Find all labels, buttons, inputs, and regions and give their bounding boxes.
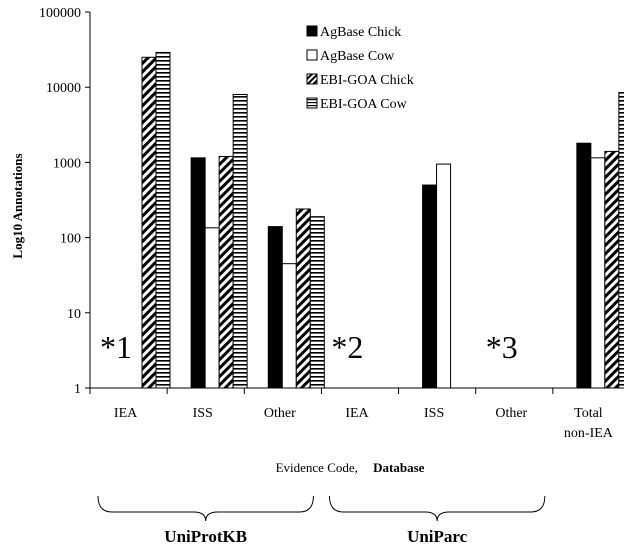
y-tick-label: 100 [60,232,81,247]
bar-solid [190,157,206,389]
x-tick-label: ISS [193,406,213,421]
legend-label: EBI-GOA Chick [320,73,414,88]
y-tick-label: 10 [67,307,81,322]
y-tick-label: 100000 [39,6,81,21]
legend-swatch [306,49,318,61]
y-tick-label: 1 [74,382,81,397]
x-tick-label: IEA [114,406,138,421]
bar-horizontal [618,92,624,389]
legend-label: EBI-GOA Cow [320,97,408,112]
x-axis-title-bold: Database [373,460,425,475]
database-groups: UniProtKB UniParc [97,495,546,546]
bar-horizontal [155,51,171,389]
annotation-label: *2 [331,329,363,365]
bars [141,51,624,389]
x-axis-title: Evidence Code, Database [276,460,425,475]
legend-swatch [306,25,318,37]
x-tick-label-line2: non-IEA [564,426,614,441]
x-tick-label: Other [495,406,527,421]
bar-solid [267,226,283,389]
bar-open [590,157,606,389]
bar-horizontal [232,93,248,389]
legend-label: AgBase Chick [320,25,401,40]
bar-diagonal [141,56,157,389]
legend-label: AgBase Cow [320,49,395,64]
bar-diagonal [218,155,234,389]
legend-swatch [306,73,318,85]
y-axis-title: Log10 Annotations [10,153,25,258]
bar-diagonal [295,208,311,389]
group-brace [97,495,314,522]
y-tick-label: 1000 [53,156,81,171]
x-tick-label: Total [574,406,603,421]
x-axis: IEA ISS Other IEA ISS Other Total non-IEA [89,387,624,441]
bar-solid [422,184,438,389]
group-label: UniProtKB [164,527,247,546]
bar-open [281,263,297,389]
bar-open [204,227,220,389]
y-tick-label: 10000 [46,81,81,96]
annotation-label: *3 [486,329,518,365]
x-tick-label: ISS [424,406,444,421]
group-brace [328,495,546,522]
y-axis: 1 10 100 1000 10000 100000 [39,6,91,397]
bar-horizontal [309,216,325,389]
annotations: *1 *2 *3 [100,329,518,365]
x-tick-label: Other [264,406,296,421]
legend-swatch [306,97,318,109]
bar-open [436,163,452,389]
x-axis-title-prefix: Evidence Code, [276,460,358,475]
x-tick-label: IEA [345,406,369,421]
legend: AgBase Chick AgBase Cow EBI-GOA Chick EBI-G… [306,25,414,112]
group-label: UniParc [407,527,468,546]
bar-diagonal [604,150,620,389]
bar-solid [576,142,592,389]
annotation-label: *1 [100,329,132,365]
